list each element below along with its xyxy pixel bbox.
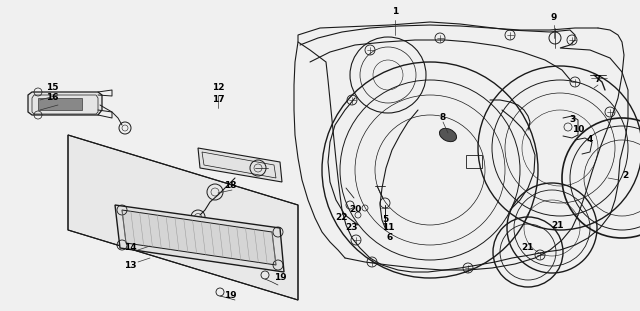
Text: 11: 11: [381, 224, 394, 233]
Text: 10: 10: [572, 126, 584, 134]
Polygon shape: [68, 135, 298, 300]
Text: 20: 20: [349, 206, 361, 215]
Ellipse shape: [440, 128, 456, 142]
Text: 2: 2: [622, 170, 628, 179]
Text: 19: 19: [274, 273, 286, 282]
Text: 3: 3: [569, 115, 575, 124]
Text: 22: 22: [336, 213, 348, 222]
Polygon shape: [115, 205, 284, 272]
Text: 15: 15: [45, 83, 58, 92]
Text: 13: 13: [124, 261, 136, 270]
Text: 16: 16: [45, 94, 58, 103]
Text: 19: 19: [224, 290, 236, 299]
Text: 8: 8: [440, 114, 446, 123]
Text: 4: 4: [587, 136, 593, 145]
Text: 1: 1: [392, 7, 398, 16]
Text: 21: 21: [552, 220, 564, 230]
Text: 5: 5: [382, 216, 388, 225]
Text: 9: 9: [551, 13, 557, 22]
Text: 18: 18: [224, 180, 236, 189]
Text: 12: 12: [212, 83, 224, 92]
Polygon shape: [28, 92, 102, 115]
Text: 7: 7: [595, 76, 601, 85]
Polygon shape: [38, 98, 82, 110]
Text: 17: 17: [212, 95, 224, 104]
Text: 6: 6: [387, 234, 393, 243]
Polygon shape: [122, 210, 276, 265]
Text: 21: 21: [522, 244, 534, 253]
Polygon shape: [198, 148, 282, 182]
Text: 14: 14: [124, 244, 136, 253]
Text: 23: 23: [346, 224, 358, 233]
